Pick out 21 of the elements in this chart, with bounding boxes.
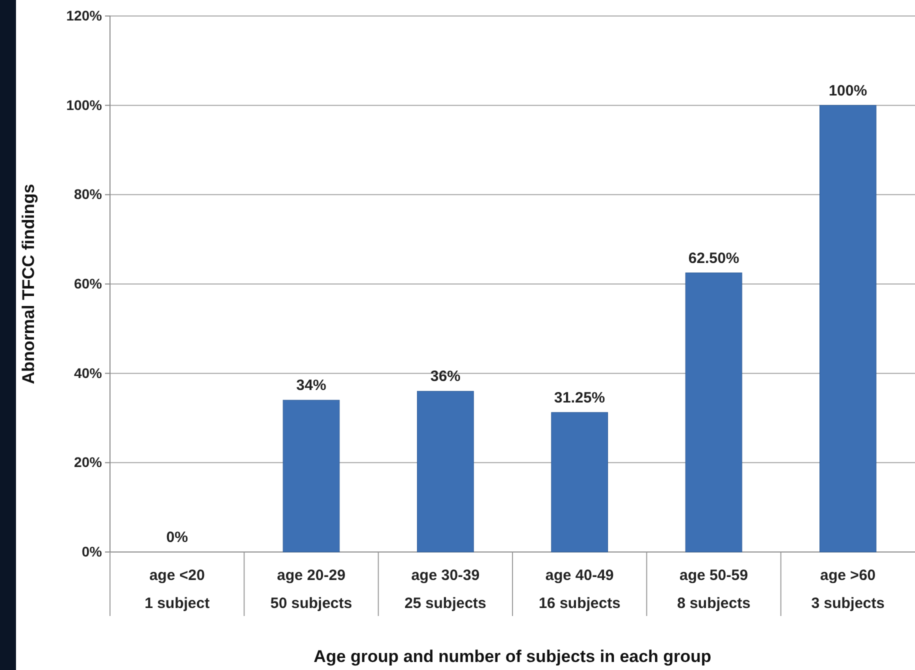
x-tick-label: age <20 1 subject [144, 567, 210, 612]
y-tick-label: 20% [74, 454, 103, 470]
data-label: 100% [828, 82, 868, 100]
data-label: 34% [296, 377, 326, 394]
y-tick-label: 60% [74, 275, 103, 292]
data-label: 0% [166, 529, 188, 546]
x-tick-label: age 40-49 16 subjects [538, 567, 620, 612]
data-label: 31.25% [554, 389, 606, 406]
y-tick-label: 0% [82, 543, 103, 560]
y-tick-label: 40% [74, 364, 103, 381]
x-tick-label: age 20-29 50 subjects [270, 567, 352, 612]
data-label: 62.50% [688, 250, 740, 267]
y-tick-label: 80% [74, 186, 103, 202]
data-label: 36% [430, 368, 460, 386]
y-tick-label: 120% [66, 7, 103, 24]
x-tick-label: age 30-39 25 subjects [404, 567, 486, 612]
y-axis-title: Abnormal TFCC findings [19, 184, 38, 384]
x-tick-label: age 50-59 8 subjects [677, 567, 750, 612]
x-axis-title: Age group and number of subjects in each group [314, 647, 712, 666]
x-tick-label: age >60 3 subjects [811, 567, 885, 612]
y-tick-label: 100% [66, 96, 103, 113]
